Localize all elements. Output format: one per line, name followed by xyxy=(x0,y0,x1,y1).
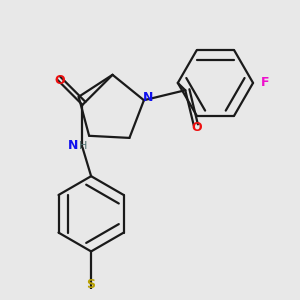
Text: N: N xyxy=(143,91,153,104)
Text: F: F xyxy=(261,76,270,89)
Text: O: O xyxy=(191,122,202,134)
Text: S: S xyxy=(87,278,96,291)
Text: N: N xyxy=(68,139,79,152)
Text: O: O xyxy=(55,74,65,87)
Text: H: H xyxy=(79,141,88,151)
